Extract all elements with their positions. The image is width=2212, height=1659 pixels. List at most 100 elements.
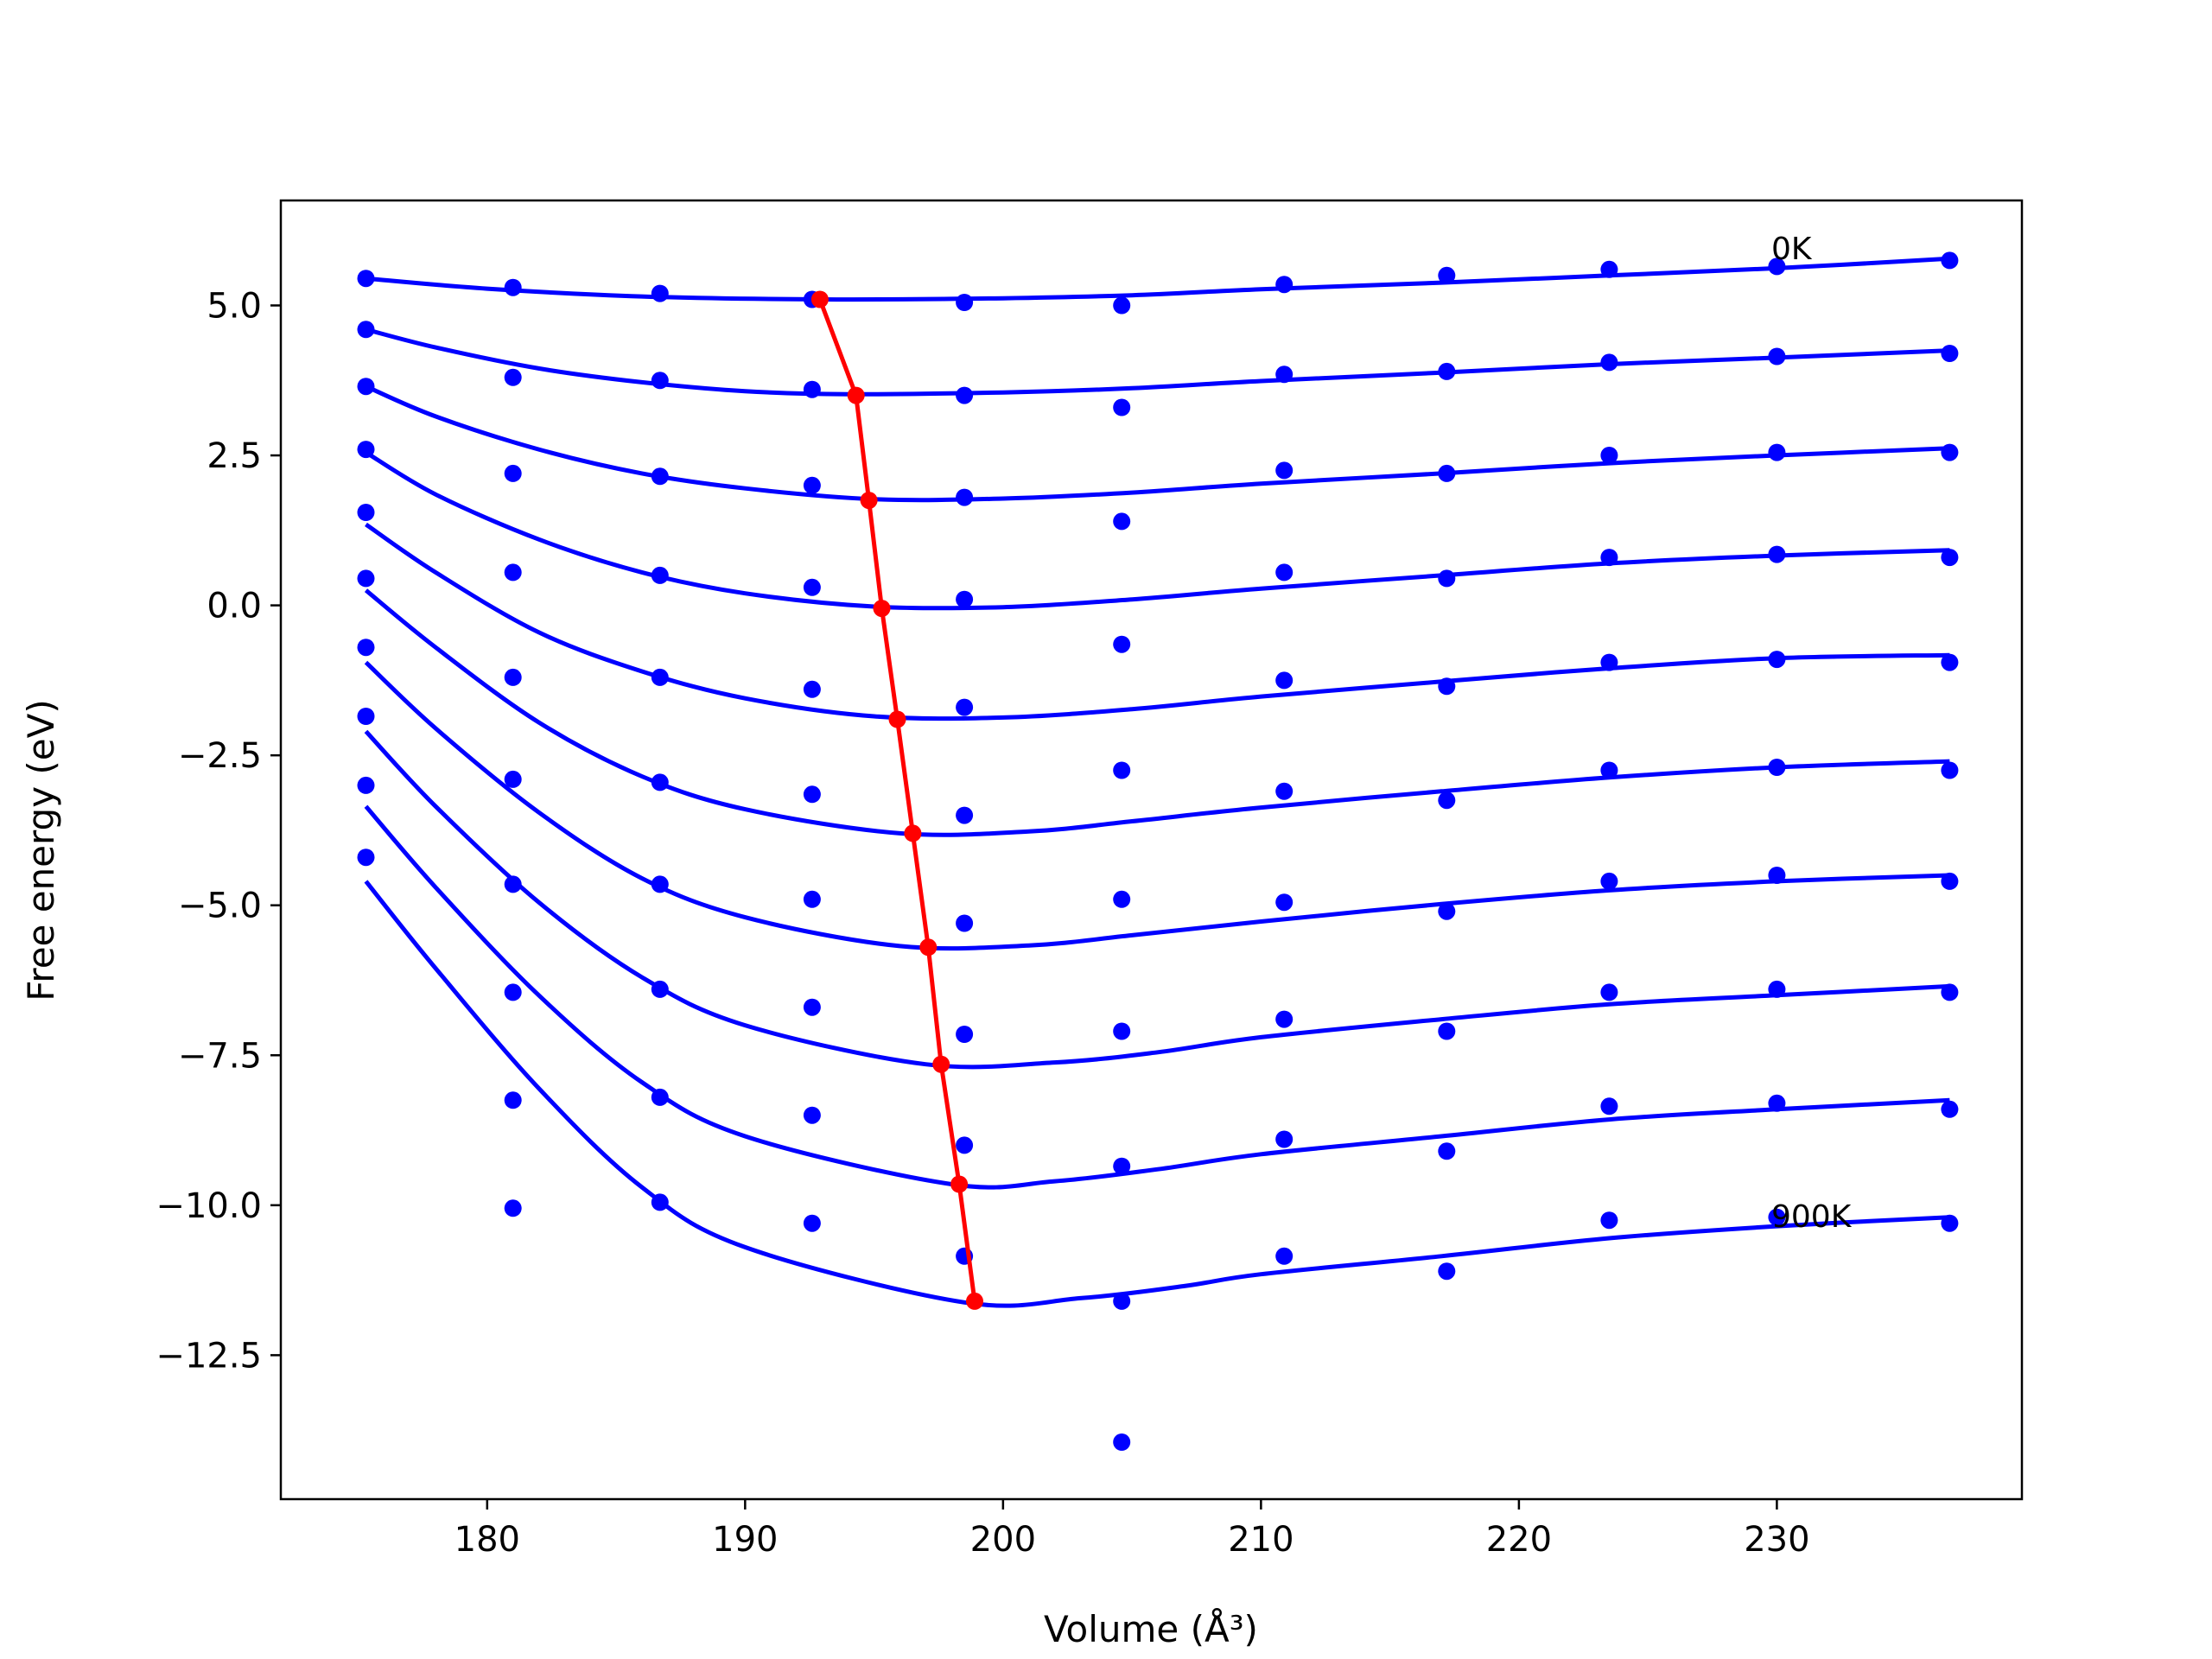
data-point-800K-6 [1275,1130,1294,1148]
y-tick-label-2: 0.0 [207,587,262,626]
data-point-200K-1 [504,464,522,482]
data-point-400K-5 [1113,761,1131,779]
data-point-100K-0 [357,321,375,339]
data-point-500K-3 [803,785,821,804]
y-tick-label-6: −10.0 [156,1186,262,1226]
data-point-100K-2 [651,372,669,390]
data-point-700K-8 [1600,983,1618,1001]
data-point-300K-8 [1600,549,1618,567]
fit-curve-100K [365,327,1950,397]
data-point-600K-5 [1113,1022,1131,1040]
data-point-500K-1 [504,770,522,788]
data-point-800K-0 [357,776,375,794]
data-point-400K-0 [357,504,375,521]
data-point-200K-10 [1941,443,1959,461]
x-tick-label-190: 190 [712,1520,778,1560]
y-tick-label-3: −2.5 [178,736,262,776]
data-point-900K-7 [1438,1262,1456,1281]
data-point-100K-6 [1275,365,1294,384]
data-point-600K-10 [1941,872,1959,890]
data-point-700K-7 [1438,1022,1456,1040]
data-point-500K-2 [651,773,669,791]
fit-curve-800K [364,804,1950,1190]
fit-curve-900K [364,880,1950,1308]
data-point-500K-9 [1768,759,1786,776]
data-point-200K-7 [1438,464,1456,482]
data-point-100K-3 [803,380,821,398]
minimum-point-5 [904,824,922,842]
data-point-600K-7 [1438,902,1456,920]
data-point-300K-2 [651,566,669,584]
axes: 180 190 200 210 220 230 5.0 2.5 0.0 −2.5 −5.0 −7.5 −… [156,286,1809,1560]
data-point-300K-3 [803,578,821,596]
data-point-0K-7 [1438,266,1456,284]
data-point-200K-8 [1600,447,1618,464]
data-point-700K-9 [1768,980,1786,998]
data-point-500K-5 [1113,890,1131,908]
x-tick-label-230: 230 [1744,1520,1809,1560]
data-point-100K-4 [956,386,974,404]
data-point-500K-4 [956,806,974,824]
fit-curve-300K [365,450,1950,611]
data-point-0K-1 [504,278,522,296]
data-point-600K-0 [357,639,375,657]
data-point-900K-0 [357,849,375,867]
y-tick-label-7: −12.5 [156,1336,262,1376]
minimum-point-0 [810,290,829,308]
y-tick-label-1: 2.5 [207,436,262,476]
annotation-0k: 0K [1771,232,1813,267]
data-point-800K-10 [1941,1100,1959,1118]
data-point-300K-4 [956,590,974,608]
fit-curve-700K [364,729,1950,1070]
data-point-400K-8 [1600,653,1618,671]
data-point-900K-3 [803,1214,821,1232]
y-tick-label-4: −5.0 [178,887,262,926]
data-point-400K-10 [1941,653,1959,671]
data-point-700K-1 [504,983,522,1001]
data-point-800K-2 [651,1088,669,1106]
data-point-900K-8 [1600,1211,1618,1230]
data-point-0K-10 [1941,251,1959,270]
y-axis-label: Free energy (eV) [20,699,62,1001]
data-point-500K-7 [1438,791,1456,810]
data-point-500K-6 [1275,782,1294,800]
data-point-800K-5 [1113,1292,1131,1310]
minimum-point-3 [873,600,891,618]
minimum-line [817,298,977,1302]
data-point-0K-9 [1768,257,1786,276]
data-point-0K-2 [651,284,669,302]
data-point-800K-9 [1768,1094,1786,1112]
data-point-100K-7 [1438,362,1456,380]
data-point-300K-6 [1275,563,1294,582]
data-point-400K-7 [1438,677,1456,696]
data-point-300K-0 [357,441,375,459]
data-point-100K-10 [1941,345,1959,362]
data-point-0K-8 [1600,260,1618,278]
data-point-700K-10 [1941,983,1959,1001]
data-point-500K-10 [1941,761,1959,779]
data-point-600K-1 [504,875,522,893]
x-tick-label-180: 180 [454,1520,520,1560]
minimum-point-6 [919,938,938,957]
data-point-900K-6 [1275,1247,1294,1265]
data-point-600K-3 [803,890,821,908]
fit-curve-200K [365,384,1950,503]
minimum-point-1 [847,386,865,404]
data-point-300K-7 [1438,569,1456,588]
minimum-point-2 [860,492,878,510]
fit-curve-0K [365,256,1950,302]
data-point-800K-3 [803,1106,821,1124]
data-point-0K-6 [1275,276,1294,294]
data-point-300K-9 [1768,545,1786,563]
data-point-400K-6 [1275,671,1294,690]
data-point-700K-6 [1275,1010,1294,1028]
data-point-800K-7 [1438,1142,1456,1160]
x-tick-label-220: 220 [1486,1520,1552,1560]
data-point-300K-5 [1113,635,1131,653]
data-point-100K-1 [504,368,522,386]
data-point-400K-4 [956,698,974,716]
fit-curve-500K [364,588,1950,837]
data-point-400K-1 [504,668,522,686]
fit-curve-400K [365,522,1950,721]
